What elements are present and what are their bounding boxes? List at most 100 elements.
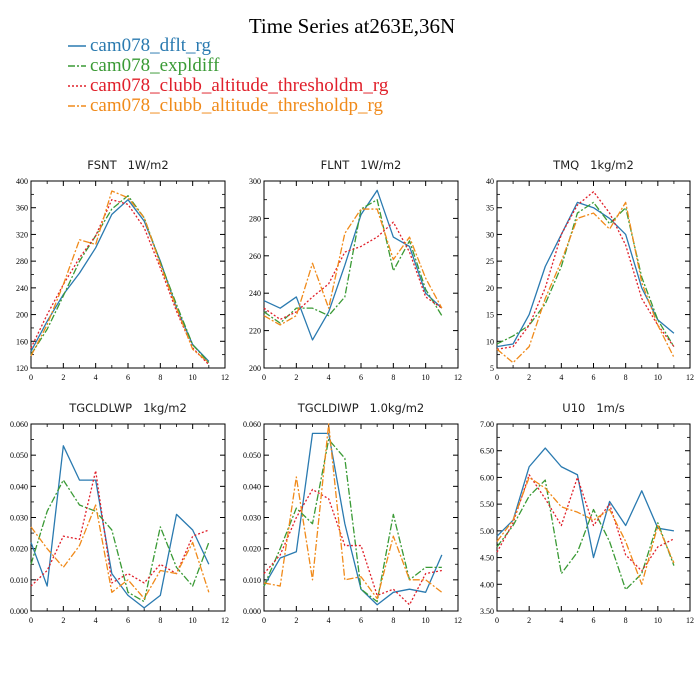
- y-tick-label: 160: [16, 337, 28, 346]
- x-tick-label: 6: [126, 616, 130, 625]
- y-tick-label: 300: [249, 177, 261, 186]
- x-tick-label: 12: [221, 616, 229, 625]
- x-tick-label: 0: [262, 616, 266, 625]
- y-tick-label: 280: [16, 257, 28, 266]
- series-line-cam078_dflt_rg: [496, 447, 675, 559]
- x-tick-label: 10: [422, 373, 430, 382]
- series-line-cam078_clubb_altitude_thresholdp_rg: [263, 423, 443, 600]
- series-line-cam078_clubb_altitude_thresholdm_rg: [263, 221, 443, 321]
- panel-title: TGCLDIWP 1.0kg/m2: [297, 401, 425, 415]
- y-tick-label: 35: [486, 204, 494, 213]
- y-tick-label: 0.060: [10, 420, 28, 429]
- panel-title: FSNT 1W/m2: [87, 158, 168, 172]
- x-tick-label: 8: [158, 373, 162, 382]
- series-line-cam078_clubb_altitude_thresholdm_rg: [496, 474, 675, 572]
- figure-title: Time Series at263E,36N: [249, 14, 455, 38]
- series-line-cam078_clubb_altitude_thresholdm_rg: [30, 199, 210, 366]
- x-tick-label: 10: [654, 373, 662, 382]
- series-line-cam078_expldiff: [496, 479, 675, 591]
- x-tick-label: 2: [294, 373, 298, 382]
- series-line-cam078_clubb_altitude_thresholdp_rg: [30, 190, 210, 364]
- panel-title: TMQ 1kg/m2: [552, 158, 634, 172]
- y-tick-label: 5.00: [480, 527, 494, 536]
- x-tick-label: 0: [495, 373, 499, 382]
- y-tick-label: 220: [249, 327, 261, 336]
- x-tick-label: 10: [654, 616, 662, 625]
- y-tick-label: 0.000: [10, 607, 28, 616]
- x-tick-label: 12: [221, 373, 229, 382]
- y-tick-label: 30: [486, 230, 494, 239]
- series-line-cam078_clubb_altitude_thresholdm_rg: [496, 191, 675, 350]
- y-tick-label: 0.050: [243, 451, 261, 460]
- y-tick-label: 0.030: [10, 514, 28, 523]
- chart-panel-4: TGCLDIWP 1.0kg/m2 0 2 4 6 8 10 12 0.000 0.010 0.02…: [243, 401, 462, 625]
- series-line-cam078_clubb_altitude_thresholdp_rg: [263, 208, 443, 326]
- y-tick-label: 7.00: [480, 420, 494, 429]
- x-tick-label: 4: [559, 616, 563, 625]
- x-tick-label: 4: [94, 616, 98, 625]
- series-line-cam078_expldiff: [30, 479, 210, 603]
- y-tick-label: 0.040: [10, 482, 28, 491]
- x-tick-label: 4: [559, 373, 563, 382]
- y-tick-label: 120: [16, 364, 28, 373]
- y-tick-label: 6.50: [480, 447, 494, 456]
- y-tick-label: 0.040: [243, 482, 261, 491]
- x-tick-label: 6: [359, 616, 363, 625]
- y-tick-label: 240: [16, 284, 28, 293]
- legend-label-3: cam078_clubb_altitude_thresholdp_rg: [90, 95, 384, 116]
- y-tick-label: 0.010: [243, 576, 261, 585]
- y-tick-label: 5: [490, 364, 494, 373]
- x-tick-label: 0: [262, 373, 266, 382]
- x-tick-label: 10: [189, 373, 197, 382]
- y-tick-label: 20: [486, 284, 494, 293]
- y-tick-label: 4.00: [480, 580, 494, 589]
- plot-frame: [496, 180, 691, 369]
- x-tick-label: 2: [527, 373, 531, 382]
- series-line-cam078_dflt_rg: [496, 201, 675, 348]
- series-line-cam078_clubb_altitude_thresholdp_rg: [30, 504, 210, 600]
- chart-panel-5: U10 1m/s 0 2 4 6 8 10 12 3.50 4.00 4.50 5.00 5.50 6.0…: [480, 401, 694, 625]
- x-tick-label: 8: [624, 373, 628, 382]
- x-tick-label: 10: [422, 616, 430, 625]
- x-tick-label: 4: [327, 373, 331, 382]
- y-tick-label: 5.50: [480, 500, 494, 509]
- chart-panel-3: TGCLDLWP 1kg/m2 0 2 4 6 8 10 12 0.000 0.010 0.020 0…: [10, 401, 229, 625]
- plot-frame: [30, 180, 226, 369]
- y-tick-label: 10: [486, 337, 494, 346]
- x-tick-label: 8: [391, 616, 395, 625]
- x-tick-label: 6: [592, 373, 596, 382]
- panel-title: U10 1m/s: [562, 401, 624, 415]
- x-tick-label: 12: [686, 373, 694, 382]
- chart-panel-1: FLNT 1W/m2 0 2 4 6 8 10 12 200 220 240 260 280 300: [249, 158, 462, 382]
- plot-frame: [263, 180, 459, 369]
- x-tick-label: 0: [495, 616, 499, 625]
- plot-frame: [30, 423, 226, 612]
- x-tick-label: 12: [454, 373, 462, 382]
- x-tick-label: 6: [592, 616, 596, 625]
- plot-frame: [496, 423, 691, 612]
- series-line-cam078_clubb_altitude_thresholdm_rg: [263, 488, 442, 606]
- x-tick-label: 0: [29, 616, 33, 625]
- x-tick-label: 12: [454, 616, 462, 625]
- y-tick-label: 0.030: [243, 514, 261, 523]
- series-line-cam078_clubb_altitude_thresholdm_rg: [30, 470, 210, 587]
- series-line-cam078_expldiff: [30, 195, 210, 364]
- x-tick-label: 6: [359, 373, 363, 382]
- y-tick-label: 240: [249, 289, 261, 298]
- x-tick-label: 6: [126, 373, 130, 382]
- y-tick-label: 0.050: [10, 451, 28, 460]
- y-tick-label: 0.020: [243, 545, 261, 554]
- series-line-cam078_clubb_altitude_thresholdp_rg: [496, 476, 675, 585]
- series-line-cam078_clubb_altitude_thresholdp_rg: [496, 201, 675, 364]
- y-tick-label: 200: [16, 311, 28, 320]
- y-tick-label: 40: [486, 177, 494, 186]
- chart-panel-0: FSNT 1W/m2 0 2 4 6 8 10 12 120 160 200 240 280 320 360…: [16, 158, 229, 382]
- y-tick-label: 400: [16, 177, 28, 186]
- series-line-cam078_dflt_rg: [30, 199, 210, 362]
- series-line-cam078_dflt_rg: [30, 445, 210, 609]
- series-line-cam078_expldiff: [496, 201, 675, 347]
- x-tick-label: 4: [94, 373, 98, 382]
- legend: cam078_dflt_rgcam078_expldiffcam078_club…: [68, 35, 389, 116]
- legend-label-2: cam078_clubb_altitude_thresholdm_rg: [90, 75, 389, 96]
